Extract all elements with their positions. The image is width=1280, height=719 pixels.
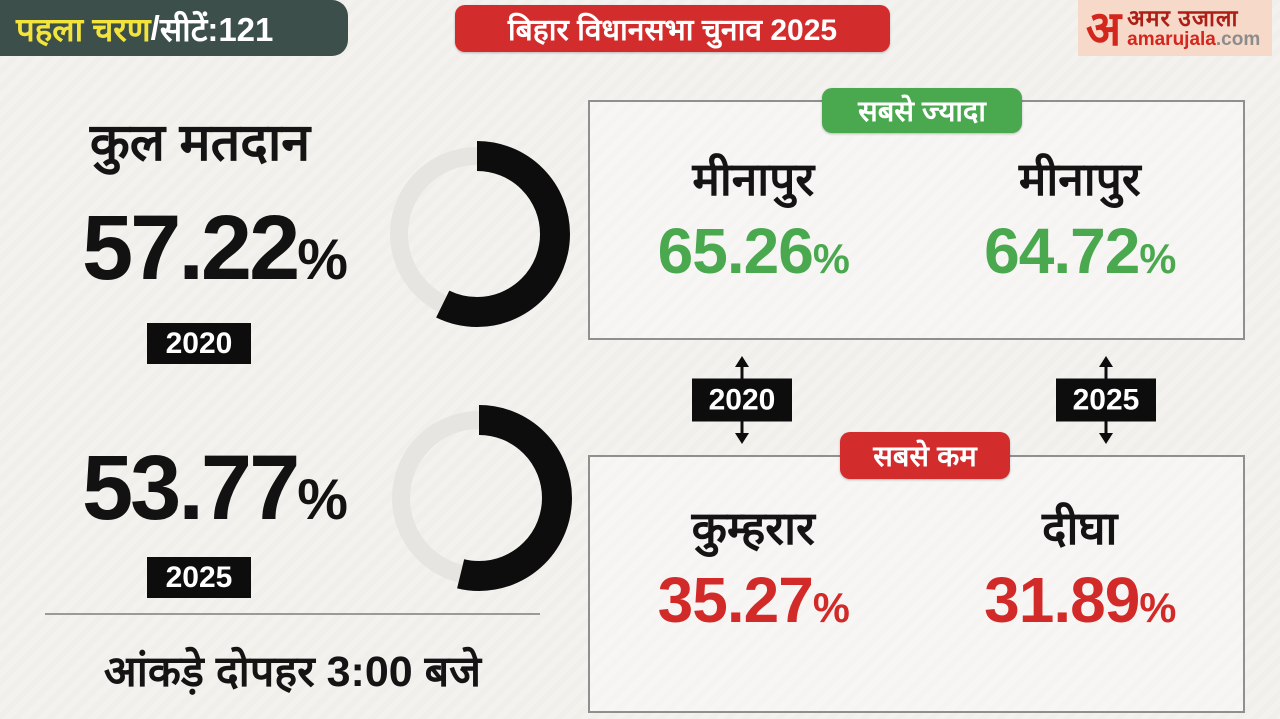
amar-ujala-logo-mark-icon: अ	[1086, 0, 1122, 56]
highest-2025-number: 64.72	[984, 214, 1140, 287]
year-marker-2020: 2020	[692, 356, 792, 444]
lowest-2020-number: 35.27	[657, 563, 814, 636]
highest-2020-cell: मीनापुर 65.26%	[590, 102, 917, 293]
logo-brand-hindi: अमर उजाला	[1127, 4, 1239, 31]
highest-2025-cell: मीनापुर 64.72%	[917, 102, 1244, 293]
highest-2025-seat-value: 64.72%	[917, 210, 1244, 293]
turnout-2025-percent-sign: %	[297, 468, 348, 532]
lowest-2025-seat-name: दीघा	[1042, 502, 1118, 554]
arrow-up-icon	[735, 356, 749, 367]
lowest-2020-seat-name: कुम्हरार	[691, 502, 815, 554]
phase-seats-badge: पहला चरण / सीटें:121	[0, 0, 348, 56]
turnout-2025-donut-chart	[386, 405, 572, 591]
turnout-heading: कुल मतदान	[89, 114, 311, 172]
lowest-2025-number: 31.89	[984, 563, 1140, 636]
year-marker-2025-label: 2025	[1056, 378, 1156, 422]
highest-2020-percent-sign: %	[812, 234, 850, 282]
lowest-2020-percent-sign: %	[812, 583, 850, 631]
highest-badge: सबसे ज्यादा	[822, 88, 1022, 133]
left-divider	[45, 613, 540, 615]
arrow-down-icon	[735, 433, 749, 444]
highest-card: मीनापुर 65.26% मीनापुर 64.72%	[588, 100, 1245, 340]
data-time-footnote: आंकड़े दोपहर 3:00 बजे	[103, 648, 482, 696]
seats-label: सीटें:121	[159, 10, 274, 48]
page-title-text: बिहार विधानसभा चुनाव 2025	[507, 14, 838, 47]
logo-domain-name: amarujala	[1127, 29, 1216, 51]
arrow-down-icon	[1099, 433, 1113, 444]
lowest-2025-percent-sign: %	[1139, 583, 1176, 631]
lowest-2025-seat-value: 31.89%	[917, 559, 1244, 642]
lowest-2025-cell: दीघा 31.89%	[917, 457, 1244, 642]
highest-2020-seat-name: मीनापुर	[692, 153, 815, 205]
year-marker-2025: 2025	[1056, 356, 1156, 444]
page-title: बिहार विधानसभा चुनाव 2025	[455, 5, 890, 52]
turnout-2025-year-badge: 2025	[147, 557, 251, 598]
logo-domain-tld: .com	[1215, 29, 1261, 51]
highest-2025-seat-name: मीनापुर	[1018, 153, 1141, 205]
lowest-2020-seat-value: 35.27%	[590, 559, 917, 642]
turnout-2020-value: 57.22%	[20, 197, 410, 299]
highest-2020-seat-value: 65.26%	[590, 210, 917, 293]
lowest-badge: सबसे कम	[840, 432, 1010, 479]
donut-arc-2025	[386, 405, 572, 591]
lowest-card: कुम्हरार 35.27% दीघा 31.89%	[588, 455, 1245, 713]
turnout-2020-number: 57.22	[82, 197, 300, 299]
donut-arc-2020	[384, 141, 570, 327]
year-marker-2020-label: 2020	[692, 378, 792, 422]
turnout-2020-percent-sign: %	[297, 228, 348, 292]
phase-divider: /	[150, 9, 160, 46]
turnout-2020-year-badge: 2020	[147, 323, 251, 364]
highest-2025-percent-sign: %	[1139, 234, 1176, 282]
highest-2020-number: 65.26	[657, 214, 814, 287]
turnout-2025-value: 53.77%	[20, 437, 410, 539]
arrow-up-icon	[1099, 356, 1113, 367]
amar-ujala-logo: अ अमर उजाला amarujala.com	[1078, 0, 1272, 56]
logo-domain: amarujala.com	[1127, 30, 1260, 50]
phase-label: पहला चरण	[16, 10, 151, 48]
turnout-2025-number: 53.77	[82, 437, 300, 539]
lowest-2020-cell: कुम्हरार 35.27%	[590, 457, 917, 642]
turnout-2020-donut-chart	[384, 141, 570, 327]
